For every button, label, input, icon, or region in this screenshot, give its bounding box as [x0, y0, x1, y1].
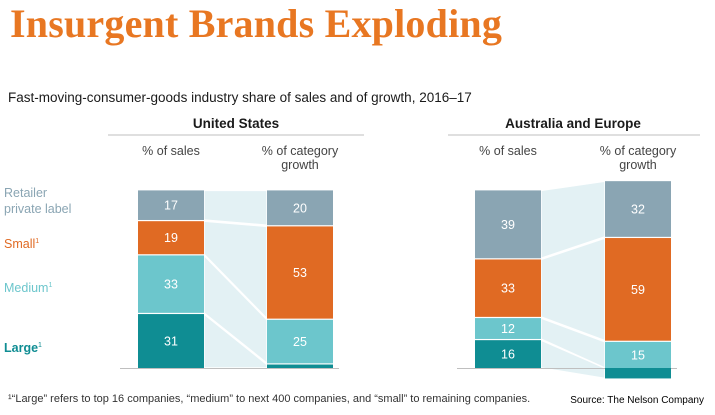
- category-label: % of sales: [479, 144, 537, 158]
- chart-subtitle: Fast-moving-consumer-goods industry shar…: [8, 90, 472, 105]
- data-label: 17: [164, 199, 178, 213]
- bar-segment-large: [605, 368, 671, 379]
- chart-panel-1: Australia and Europe % of sales % of categ…: [448, 116, 700, 380]
- bar-segment-retailer: [475, 190, 541, 259]
- bar-segment-large: [267, 364, 333, 368]
- legend-label-retailer: private label: [4, 202, 71, 216]
- chart-panel-0: United States % of sales % of categorygrow…: [108, 116, 364, 369]
- bar-segment-retailer: [267, 190, 333, 226]
- data-label: 15: [631, 348, 645, 362]
- bar-segment-small: [605, 238, 671, 341]
- category-label: % of sales: [142, 144, 200, 158]
- connector-layer: [203, 189, 268, 369]
- legend-superscript: 1: [38, 342, 42, 349]
- bar-segment-small: [138, 221, 204, 255]
- data-label: 59: [631, 283, 645, 297]
- legend-superscript: 1: [48, 282, 52, 289]
- bar-segment-retailer: [605, 181, 671, 237]
- category-label: % of category: [600, 144, 677, 158]
- page-title: Insurgent Brands Exploding: [10, 1, 503, 46]
- bar-segment-medium: [267, 319, 333, 364]
- data-label: 20: [293, 201, 307, 215]
- bar-segment-small: [475, 259, 541, 317]
- data-label: 53: [293, 266, 307, 280]
- legend-label-large: Large1: [4, 341, 42, 355]
- footnote: ¹“Large” refers to top 16 companies, “me…: [8, 393, 531, 405]
- bar-segment-small: [267, 226, 333, 319]
- data-label: 16: [501, 348, 515, 362]
- connector-layer: [540, 180, 606, 380]
- data-label: 12: [501, 322, 515, 336]
- data-label: 33: [164, 278, 178, 292]
- legend-label-retailer: Retailer: [4, 186, 47, 200]
- legend-label-small: Small1: [4, 237, 39, 251]
- category-label: % of category: [262, 144, 339, 158]
- source-note: Source: The Nelson Company: [570, 395, 704, 406]
- category-label: growth: [619, 158, 657, 172]
- bar-segment-large: [475, 340, 541, 368]
- data-label: 39: [501, 218, 515, 232]
- connector-band-retailer: [203, 189, 268, 226]
- data-label: 25: [293, 335, 307, 349]
- legend-superscript: 1: [35, 238, 39, 245]
- bar-segment-medium: [475, 318, 541, 339]
- data-label: 31: [164, 335, 178, 349]
- data-label: 19: [164, 231, 178, 245]
- bar-segment-medium: [138, 255, 204, 313]
- panel-title: United States: [193, 116, 279, 131]
- data-label: 33: [501, 282, 515, 296]
- category-label: growth: [281, 158, 319, 172]
- legend-layer: Retailer private label Small1 Medium1 Large1: [4, 186, 71, 355]
- bar-segment-retailer: [138, 190, 204, 220]
- bar-segment-medium: [605, 341, 671, 368]
- legend-label-medium: Medium1: [4, 281, 52, 295]
- panels-layer: United States% of sales% of categorygrow…: [108, 116, 700, 380]
- data-label: 32: [631, 203, 645, 217]
- bar-segment-large: [138, 314, 204, 368]
- panel-title: Australia and Europe: [505, 116, 641, 131]
